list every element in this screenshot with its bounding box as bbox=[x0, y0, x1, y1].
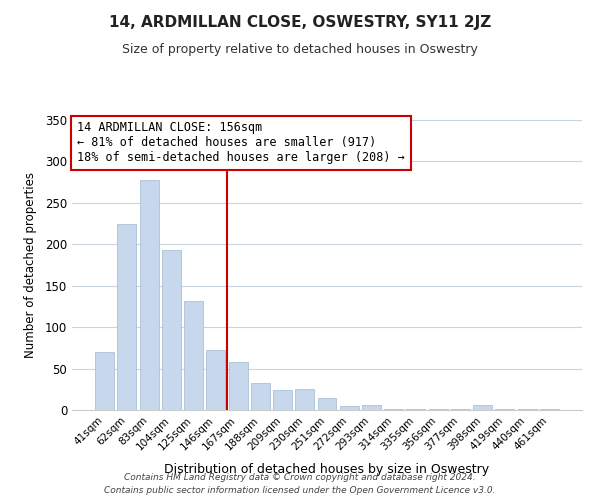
Bar bbox=[518, 409, 536, 410]
Bar bbox=[295, 390, 314, 410]
Bar bbox=[406, 409, 425, 410]
Bar bbox=[384, 409, 403, 410]
Bar bbox=[473, 405, 492, 410]
Text: 14, ARDMILLAN CLOSE, OSWESTRY, SY11 2JZ: 14, ARDMILLAN CLOSE, OSWESTRY, SY11 2JZ bbox=[109, 15, 491, 30]
Bar bbox=[140, 180, 158, 410]
Text: Size of property relative to detached houses in Oswestry: Size of property relative to detached ho… bbox=[122, 42, 478, 56]
Bar bbox=[451, 409, 470, 410]
Bar bbox=[362, 405, 381, 410]
Bar bbox=[206, 350, 225, 410]
X-axis label: Distribution of detached houses by size in Oswestry: Distribution of detached houses by size … bbox=[164, 463, 490, 476]
Bar bbox=[95, 352, 114, 410]
Bar bbox=[540, 409, 559, 410]
Bar bbox=[162, 250, 181, 410]
Text: 14 ARDMILLAN CLOSE: 156sqm
← 81% of detached houses are smaller (917)
18% of sem: 14 ARDMILLAN CLOSE: 156sqm ← 81% of deta… bbox=[77, 122, 405, 164]
Bar bbox=[429, 409, 448, 410]
Bar bbox=[118, 224, 136, 410]
Text: Contains public sector information licensed under the Open Government Licence v3: Contains public sector information licen… bbox=[104, 486, 496, 495]
Bar bbox=[229, 362, 248, 410]
Bar bbox=[317, 398, 337, 410]
Bar bbox=[496, 409, 514, 410]
Text: Contains HM Land Registry data © Crown copyright and database right 2024.: Contains HM Land Registry data © Crown c… bbox=[124, 474, 476, 482]
Bar bbox=[340, 406, 359, 410]
Bar bbox=[251, 382, 270, 410]
Y-axis label: Number of detached properties: Number of detached properties bbox=[23, 172, 37, 358]
Bar bbox=[184, 302, 203, 410]
Bar bbox=[273, 390, 292, 410]
